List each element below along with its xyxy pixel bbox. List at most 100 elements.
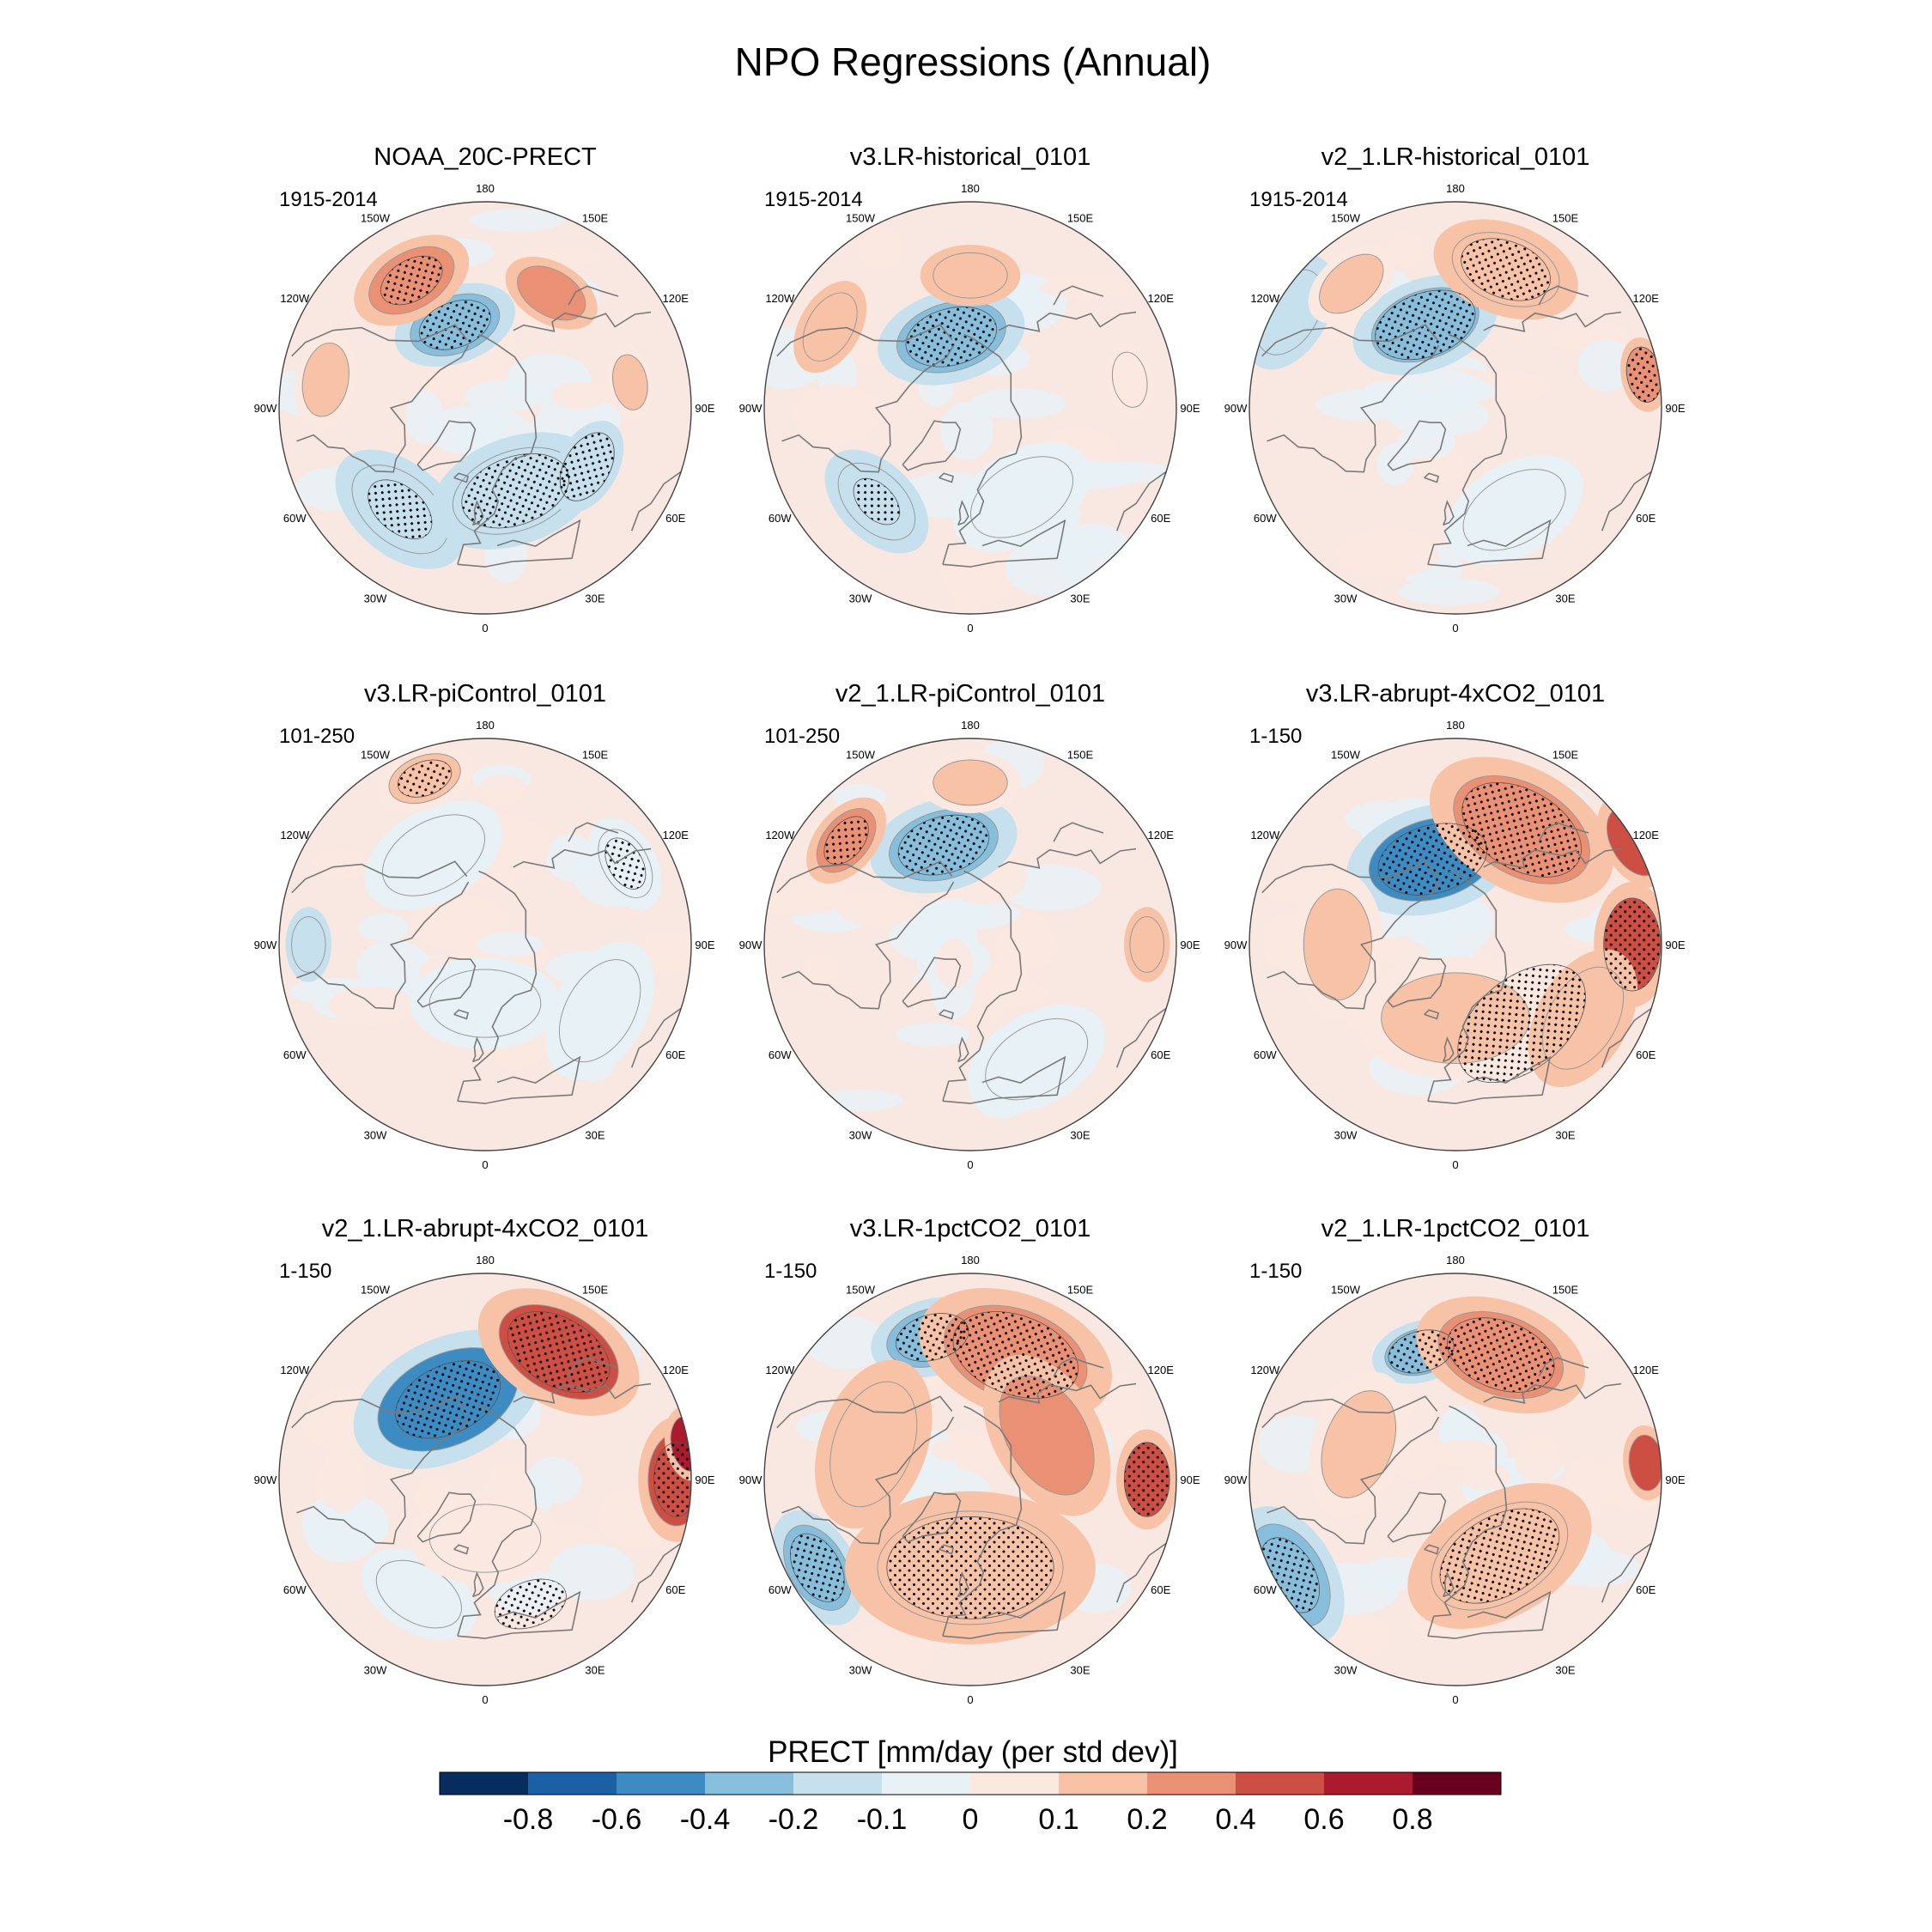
longitude-label: 30W <box>364 1129 387 1142</box>
longitude-label: 0 <box>967 622 973 635</box>
anomaly-region <box>1321 1390 1397 1498</box>
coastline <box>1427 1055 1552 1104</box>
coastline <box>1053 285 1104 306</box>
longitude-label: 30W <box>849 1664 872 1677</box>
coastline <box>776 324 953 357</box>
coastline <box>1424 1009 1440 1020</box>
map-panel: NOAA_20C-PRECT 1915-2014 0 30E 60E 90E 120E 150… <box>254 143 715 635</box>
longitude-label: 90W <box>739 939 762 951</box>
longitude-label: 60W <box>283 1048 307 1061</box>
map-border <box>763 738 1177 1151</box>
coastline <box>1261 1395 1438 1429</box>
field-patch <box>930 1437 986 1461</box>
significance-stipple <box>789 1533 845 1602</box>
colorbar-tick-label: -0.1 <box>857 1803 908 1836</box>
colorbar-swatch <box>1236 1772 1325 1795</box>
longitude-label: 120W <box>1250 829 1280 841</box>
anomaly-region <box>1319 253 1384 314</box>
field-patch <box>479 775 527 804</box>
longitude-label: 30W <box>849 592 872 605</box>
panel-period: 1915-2014 <box>764 188 863 211</box>
longitude-label: 30E <box>1070 592 1090 605</box>
coastline <box>1387 957 1447 1008</box>
coastline <box>1483 848 1622 869</box>
longitude-label: 90W <box>254 402 277 415</box>
coastline <box>942 1055 1066 1104</box>
panel-period: 1-150 <box>279 1260 331 1283</box>
field-patch <box>550 382 607 410</box>
panel-period: 1915-2014 <box>1249 188 1348 211</box>
longitude-label: 60E <box>1636 1583 1656 1596</box>
panel-title: NOAA_20C-PRECT <box>374 143 597 171</box>
longitude-label: 150W <box>361 1283 391 1296</box>
colorbar-tick-label: 0.1 <box>1038 1803 1078 1836</box>
field-patch <box>526 1456 582 1504</box>
longitude-label: 150W <box>1331 211 1361 224</box>
coastline <box>902 420 962 471</box>
longitude-label: 150W <box>846 211 876 224</box>
coastline <box>781 344 955 473</box>
panel-title: v2_1.LR-1pctCO2_0101 <box>1321 1215 1590 1242</box>
anomaly-region <box>381 814 486 896</box>
longitude-label: 60E <box>1636 1048 1656 1061</box>
anomaly-region <box>933 759 1008 806</box>
longitude-label: 180 <box>961 1254 980 1267</box>
field-patch <box>548 1543 635 1601</box>
longitude-label: 90E <box>1180 402 1200 415</box>
longitude-label: 180 <box>961 182 980 195</box>
coastline <box>513 1382 652 1404</box>
longitude-label: 150E <box>582 211 609 224</box>
colorbar-tick-label: -0.8 <box>503 1803 554 1836</box>
map-border <box>278 201 692 615</box>
coastline <box>998 311 1137 332</box>
longitude-label: 30E <box>1555 1129 1575 1142</box>
longitude-label: 90E <box>695 939 714 951</box>
longitude-label: 120W <box>765 292 795 305</box>
significance-stipple <box>823 816 869 866</box>
longitude-label: 90E <box>695 402 714 415</box>
longitude-label: 60W <box>283 512 307 525</box>
map-border <box>763 1273 1177 1686</box>
coastline <box>471 1036 484 1063</box>
colorbar-tick-label: 0.2 <box>1127 1803 1167 1836</box>
longitude-label: 30E <box>1070 1129 1090 1142</box>
longitude-label: 150W <box>846 748 876 761</box>
longitude-label: 120E <box>1148 1364 1175 1376</box>
longitude-label: 60W <box>769 1048 792 1061</box>
longitude-label: 0 <box>1452 1693 1458 1706</box>
coastline <box>1427 333 1508 565</box>
longitude-label: 30E <box>1555 1664 1575 1677</box>
coastline <box>1267 344 1440 473</box>
colorbar: PRECT [mm/day (per std dev)] -0.8 -0.6 -0.… <box>439 1735 1502 1836</box>
coastline <box>296 881 470 1010</box>
longitude-label: 30E <box>1555 592 1575 605</box>
coastline <box>1538 285 1589 306</box>
longitude-label: 0 <box>482 1158 488 1171</box>
significance-stipple <box>1461 238 1552 301</box>
significance-stipple <box>853 477 901 526</box>
coastline <box>1538 1357 1589 1377</box>
field-patch <box>1439 380 1498 402</box>
longitude-label: 30W <box>364 592 387 605</box>
longitude-label: 150W <box>361 211 391 224</box>
anomaly-region <box>428 1504 542 1573</box>
colorbar-swatch <box>1413 1772 1502 1795</box>
coastline <box>939 1009 955 1020</box>
map-border <box>1249 738 1662 1151</box>
coastline <box>291 860 468 894</box>
anomaly-region <box>612 354 648 410</box>
longitude-label: 150W <box>1331 1283 1361 1296</box>
colorbar-tick-label: 0.6 <box>1303 1803 1344 1836</box>
map-panel: v3.LR-piControl_0101 101-250 0 30E 60E 90E 120… <box>254 680 715 1171</box>
coastline <box>942 519 1066 568</box>
coastline <box>568 822 619 842</box>
significance-stipple <box>1603 897 1662 992</box>
longitude-label: 120W <box>765 1364 795 1376</box>
longitude-label: 30W <box>1334 1129 1358 1142</box>
colorbar-swatch <box>705 1772 794 1795</box>
coastline <box>453 1544 470 1555</box>
longitude-label: 150E <box>1552 748 1579 761</box>
field-patch <box>328 986 414 1025</box>
field-patch <box>969 388 1066 419</box>
